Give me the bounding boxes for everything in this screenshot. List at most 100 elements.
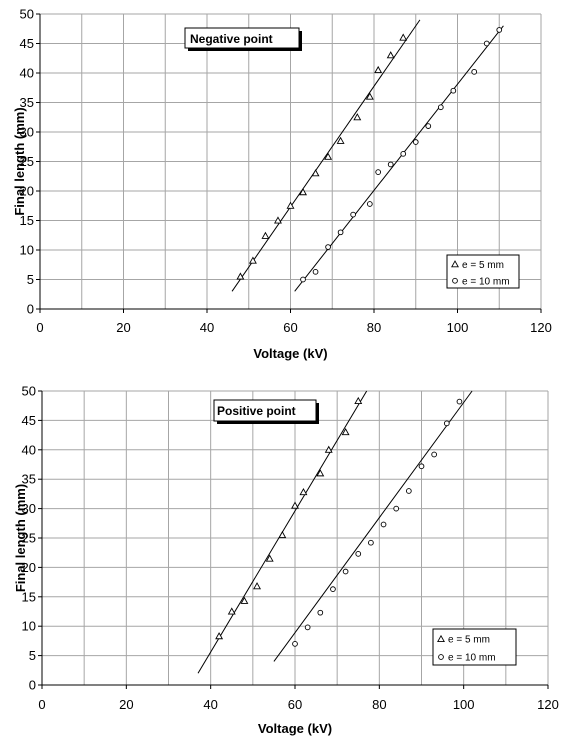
y-tick-label: 0 <box>27 302 34 317</box>
data-point-triangle <box>286 201 295 209</box>
y-tick-label: 25 <box>22 531 36 546</box>
data-point-circle <box>431 451 438 458</box>
y-tick-label: 30 <box>22 501 36 516</box>
x-tick-label: 20 <box>119 697 133 712</box>
x-tick-label: 0 <box>36 320 43 335</box>
y-tick-label: 20 <box>22 560 36 575</box>
data-point-triangle <box>311 169 320 177</box>
y-tick-label: 45 <box>20 36 34 51</box>
data-point-triangle <box>291 501 299 509</box>
data-point-circle <box>456 398 463 405</box>
data-point-circle <box>375 169 382 175</box>
y-tick-label: 50 <box>20 7 34 22</box>
data-point-triangle <box>299 188 307 196</box>
data-point-circle <box>412 139 419 145</box>
data-point-circle <box>496 27 503 33</box>
title-box <box>213 399 317 422</box>
data-point-circle <box>350 211 356 218</box>
data-point-triangle <box>365 92 374 100</box>
data-point-circle <box>368 539 374 546</box>
chart-title: Positive point <box>217 404 296 418</box>
data-point-circle <box>380 521 387 528</box>
y-tick-label: 15 <box>20 213 34 228</box>
data-point-triangle <box>324 152 333 160</box>
data-point-triangle <box>240 596 249 604</box>
data-point-triangle <box>253 582 262 590</box>
series-1 <box>197 390 368 674</box>
y-tick-label: 5 <box>27 272 34 287</box>
data-point-circle <box>292 640 298 647</box>
legend-label: e = 10 mm <box>448 653 496 664</box>
y-tick-label: 0 <box>29 678 36 693</box>
data-point-circle <box>393 505 400 512</box>
data-point-triangle <box>215 632 224 640</box>
legend-marker-circle <box>438 654 444 660</box>
x-tick-label: 60 <box>283 320 297 335</box>
y-tick-label: 25 <box>20 154 34 169</box>
data-point-triangle <box>354 396 363 405</box>
chart-title: Negative point <box>190 32 273 46</box>
data-point-triangle <box>341 428 350 436</box>
x-tick-label: 120 <box>537 697 559 712</box>
legend-box <box>446 254 520 289</box>
y-tick-label: 40 <box>22 442 36 457</box>
x-tick-label: 20 <box>116 320 130 335</box>
data-point-triangle <box>299 488 308 496</box>
data-point-triangle <box>278 530 287 539</box>
data-point-circle <box>471 68 478 75</box>
y-axis-title: Final length (mm) <box>13 484 28 592</box>
data-point-triangle <box>324 445 333 453</box>
y-tick-label: 35 <box>20 95 34 110</box>
data-point-circle <box>483 40 490 47</box>
x-axis-title: Voltage (kV) <box>258 721 332 736</box>
fit-line <box>273 390 473 662</box>
data-point-circle <box>450 87 457 94</box>
y-tick-label: 30 <box>20 125 34 140</box>
series-1 <box>231 19 421 292</box>
chart-panel-1: 0 20 40 60 80 100 120 0 5 10 15 20 25 30 35 40 45 50 Volta… <box>12 7 552 362</box>
legend-label: e = 5 mm <box>462 260 504 271</box>
data-point-triangle <box>265 554 274 562</box>
x-tick-label: 80 <box>372 697 386 712</box>
data-point-triangle <box>316 469 325 477</box>
y-tick-label: 15 <box>22 589 36 604</box>
y-tick-label: 45 <box>22 413 36 428</box>
y-tick-label: 50 <box>22 384 36 399</box>
y-axis-title: Final length (mm) <box>12 107 27 215</box>
data-point-circle <box>325 244 331 250</box>
x-tick-label: 120 <box>530 320 552 335</box>
y-tick-label: 35 <box>22 472 36 487</box>
x-tick-label: 0 <box>38 697 45 712</box>
legend-box <box>432 628 517 666</box>
x-tick-label: 60 <box>288 697 302 712</box>
y-tick-label: 40 <box>20 66 34 81</box>
x-tick-label: 80 <box>367 320 381 335</box>
chart-panel-2: 0 20 40 60 80 100 120 0 5 10 15 20 25 30 35 40 45 50 Volta… <box>13 384 559 737</box>
data-point-triangle <box>399 33 408 41</box>
y-tick-label: 10 <box>22 619 36 634</box>
data-point-triangle <box>248 256 257 264</box>
data-point-circle <box>366 201 373 207</box>
data-point-circle <box>418 463 425 470</box>
data-point-triangle <box>353 113 362 121</box>
series-2 <box>294 25 504 292</box>
data-point-triangle <box>374 65 383 74</box>
x-tick-label: 100 <box>447 320 469 335</box>
data-point-circle <box>406 488 412 494</box>
legend-label: e = 10 mm <box>462 276 510 287</box>
y-tick-label: 10 <box>20 243 34 258</box>
data-point-circle <box>400 150 407 157</box>
data-point-circle <box>342 568 349 575</box>
x-tick-label: 40 <box>203 697 217 712</box>
data-point-triangle <box>236 272 245 280</box>
data-point-circle <box>425 123 432 129</box>
data-point-circle <box>355 551 362 557</box>
legend-marker-triangle <box>451 260 459 268</box>
legend: e = 5 mm e = 10 mm <box>432 628 517 666</box>
data-point-circle <box>312 268 319 275</box>
data-point-circle <box>300 276 306 283</box>
legend-label: e = 5 mm <box>448 635 490 646</box>
data-point-circle <box>387 161 394 168</box>
data-point-circle <box>317 609 324 616</box>
